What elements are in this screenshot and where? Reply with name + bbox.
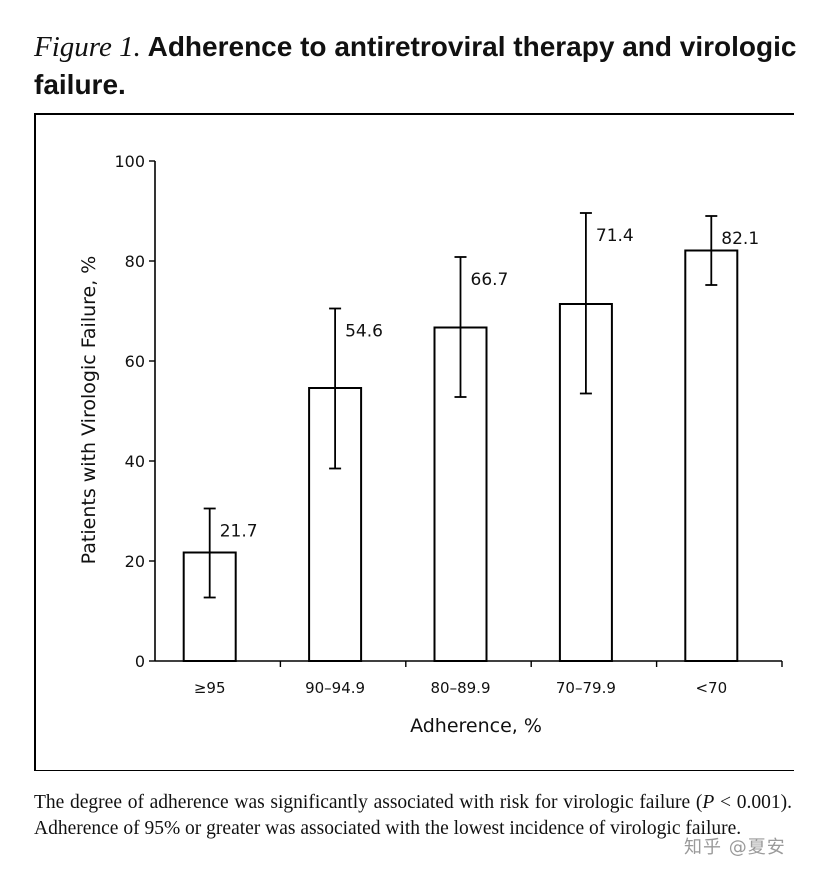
data-label: 71.4 [596,226,634,246]
y-tick-label: 20 [125,552,145,571]
x-tick-label: <70 [695,679,727,697]
caption-p-symbol: P [702,792,715,813]
bar-chart: 0 20 40 60 80 100 ≥95 90–94.9 80–89.9 70–79.9 <70… [78,152,783,737]
data-label: 54.6 [345,322,383,342]
chart-frame [34,113,794,771]
x-tick-label: 80–89.9 [431,679,491,697]
bars-group: 21.7 54.6 66.7 71.4 82.1 [182,212,759,662]
figure-title-text: Adherence to antiretroviral therapy and … [34,31,797,100]
x-tick-label: 70–79.9 [556,679,616,697]
y-axis: 0 20 40 60 80 100 [114,152,156,671]
y-tick-label: 100 [114,152,145,171]
watermark: 知乎 @夏安 [684,837,786,858]
caption-part2: < 0.001). Adherence of 95% or greater wa… [34,792,792,839]
x-tick-label: ≥95 [194,679,226,697]
y-tick-label: 60 [125,352,145,371]
y-tick-label: 80 [125,252,145,271]
x-axis-title: Adherence, % [410,715,542,737]
figure-title: Figure 1. Adherence to antiretroviral th… [34,28,814,104]
caption-part1: The degree of adherence was significantl… [34,792,703,813]
y-tick-label: 0 [135,652,145,671]
figure-label: Figure 1. [34,31,141,63]
y-tick-label: 40 [125,452,145,471]
data-label: 21.7 [220,522,258,542]
figure-caption: The degree of adherence was significantl… [34,790,792,842]
x-axis: ≥95 90–94.9 80–89.9 70–79.9 <70 [155,660,783,697]
x-tick-label: 90–94.9 [305,679,365,697]
bar [684,249,739,662]
data-label: 66.7 [471,270,509,290]
data-label: 82.1 [721,229,759,249]
y-axis-title: Patients with Virologic Failure, % [78,256,100,565]
